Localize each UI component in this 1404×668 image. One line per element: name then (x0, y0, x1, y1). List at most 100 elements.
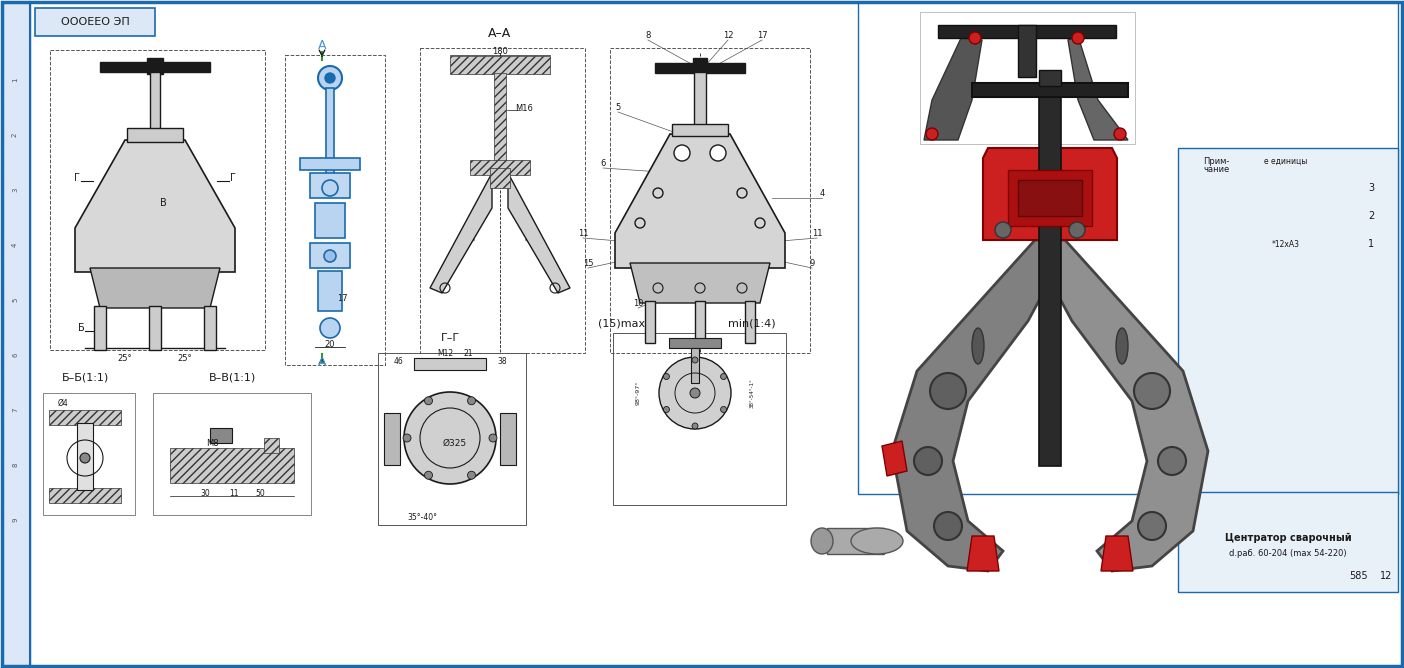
Text: 6: 6 (601, 158, 605, 168)
Circle shape (324, 250, 336, 262)
Text: Ø325: Ø325 (442, 438, 468, 448)
Bar (1039, 70, 1061, 86)
Circle shape (692, 423, 698, 429)
Text: 15: 15 (583, 259, 594, 267)
Text: М12: М12 (437, 349, 453, 357)
Bar (153, 393, 312, 515)
Circle shape (914, 447, 942, 475)
Bar (746, 301, 755, 343)
Bar (211, 428, 232, 443)
Ellipse shape (812, 528, 833, 554)
Text: 6: 6 (13, 353, 18, 357)
Bar (920, 12, 1134, 144)
Circle shape (424, 397, 432, 405)
Bar (77, 423, 93, 490)
Circle shape (664, 373, 670, 379)
Circle shape (934, 512, 962, 540)
Text: 25°: 25° (178, 353, 192, 363)
Text: 12: 12 (723, 31, 733, 39)
Text: 11: 11 (229, 488, 239, 498)
Circle shape (322, 180, 338, 196)
Text: *12хА3: *12хА3 (1272, 240, 1300, 248)
Polygon shape (1068, 36, 1127, 140)
Bar (451, 56, 550, 74)
Text: 1: 1 (13, 77, 18, 82)
Text: 585: 585 (1349, 571, 1367, 581)
Text: 4: 4 (13, 242, 18, 247)
Polygon shape (630, 263, 769, 303)
Circle shape (929, 373, 966, 409)
Circle shape (1139, 512, 1165, 540)
Text: 9: 9 (809, 259, 814, 267)
Circle shape (1073, 32, 1084, 44)
Text: d.раб. 60-204 (max 54-220): d.раб. 60-204 (max 54-220) (1228, 548, 1346, 558)
Polygon shape (983, 148, 1118, 240)
Polygon shape (90, 268, 220, 308)
Bar (414, 358, 486, 370)
Text: М16: М16 (515, 104, 534, 112)
Text: чание: чание (1203, 164, 1228, 174)
Circle shape (468, 397, 476, 405)
Text: 5: 5 (13, 298, 18, 302)
Bar (668, 338, 722, 348)
Bar (170, 448, 293, 483)
Bar (378, 353, 526, 525)
Circle shape (1134, 373, 1170, 409)
Text: е единицы: е единицы (1265, 156, 1307, 166)
Text: 1: 1 (1367, 239, 1375, 249)
Bar (470, 160, 529, 175)
Text: 7: 7 (13, 407, 18, 412)
Text: Г–Г: Г–Г (441, 333, 459, 343)
Circle shape (720, 407, 727, 413)
Circle shape (80, 453, 90, 463)
Text: 3: 3 (1367, 183, 1375, 193)
Polygon shape (967, 536, 1000, 571)
Text: 98°-97°: 98°-97° (636, 381, 640, 405)
Bar (691, 348, 699, 383)
Circle shape (1068, 222, 1085, 238)
Polygon shape (892, 240, 1054, 571)
Circle shape (674, 145, 689, 161)
Text: 8: 8 (13, 463, 18, 467)
Bar (1039, 96, 1061, 466)
Bar (310, 173, 350, 198)
Text: A: A (317, 39, 326, 51)
Circle shape (324, 73, 336, 83)
Circle shape (1158, 447, 1186, 475)
Circle shape (969, 32, 981, 44)
Text: 17: 17 (337, 293, 347, 303)
Polygon shape (74, 140, 234, 272)
Ellipse shape (972, 328, 984, 364)
Text: 3: 3 (13, 188, 18, 192)
Text: A: A (317, 355, 326, 369)
Bar (150, 72, 160, 130)
Bar (609, 48, 810, 353)
Bar (490, 168, 510, 188)
Bar (494, 73, 505, 165)
Text: ОООЕЕО ЭП: ОООЕЕО ЭП (60, 17, 129, 27)
Text: 25°: 25° (118, 353, 132, 363)
Circle shape (710, 145, 726, 161)
Circle shape (692, 357, 698, 363)
Bar (44, 393, 135, 515)
Text: 30: 30 (201, 488, 209, 498)
Text: В: В (160, 198, 167, 208)
Text: 2: 2 (13, 133, 18, 137)
Polygon shape (1101, 536, 1133, 571)
Bar (673, 124, 729, 136)
Polygon shape (508, 173, 570, 293)
Bar (656, 63, 746, 73)
Circle shape (720, 373, 727, 379)
Bar (694, 58, 708, 72)
Text: Б: Б (77, 323, 84, 333)
Bar (500, 413, 517, 465)
Text: 38: 38 (497, 357, 507, 365)
Text: Г: Г (230, 173, 236, 183)
Text: Г: Г (74, 173, 80, 183)
Bar (147, 58, 163, 74)
Text: 2: 2 (1367, 211, 1375, 221)
Circle shape (658, 357, 731, 429)
Text: min(1:4): min(1:4) (729, 318, 776, 328)
Circle shape (1113, 128, 1126, 140)
Bar (100, 62, 211, 72)
